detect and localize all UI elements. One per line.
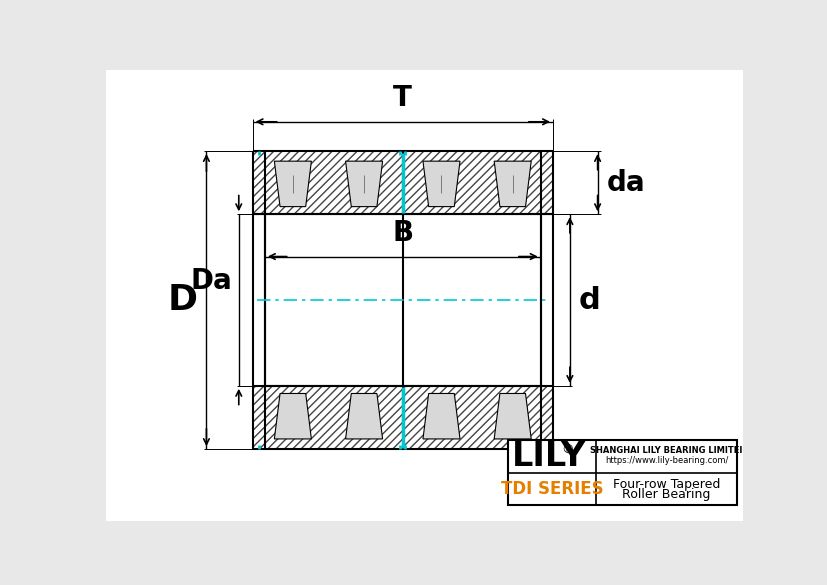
Bar (508, 440, 736, 505)
Text: SHANGHAI LILY BEARING LIMITEI: SHANGHAI LILY BEARING LIMITEI (590, 446, 742, 455)
Bar (252, 151, 265, 449)
Bar (252, 151, 402, 214)
Polygon shape (274, 394, 311, 439)
Text: Roller Bearing: Roller Bearing (622, 488, 710, 501)
Polygon shape (494, 394, 531, 439)
Text: D: D (167, 283, 197, 317)
Text: Da: Da (191, 267, 232, 295)
Bar (402, 151, 552, 214)
Polygon shape (345, 161, 382, 207)
Bar (252, 386, 402, 449)
Text: LILY: LILY (511, 440, 586, 473)
Text: d: d (578, 285, 600, 315)
Text: da: da (606, 168, 645, 197)
Bar (265, 214, 540, 386)
Text: TDI SERIES: TDI SERIES (500, 480, 603, 498)
Text: ®: ® (561, 443, 573, 456)
Polygon shape (423, 394, 460, 439)
Bar (540, 151, 552, 449)
Text: B: B (392, 219, 413, 246)
Polygon shape (345, 394, 382, 439)
Polygon shape (494, 161, 531, 207)
Bar (402, 386, 552, 449)
Polygon shape (423, 161, 460, 207)
Text: Four-row Tapered: Four-row Tapered (612, 478, 719, 491)
Text: https://www.lily-bearing.com/: https://www.lily-bearing.com/ (605, 456, 728, 465)
Text: T: T (393, 84, 412, 112)
Polygon shape (274, 161, 311, 207)
